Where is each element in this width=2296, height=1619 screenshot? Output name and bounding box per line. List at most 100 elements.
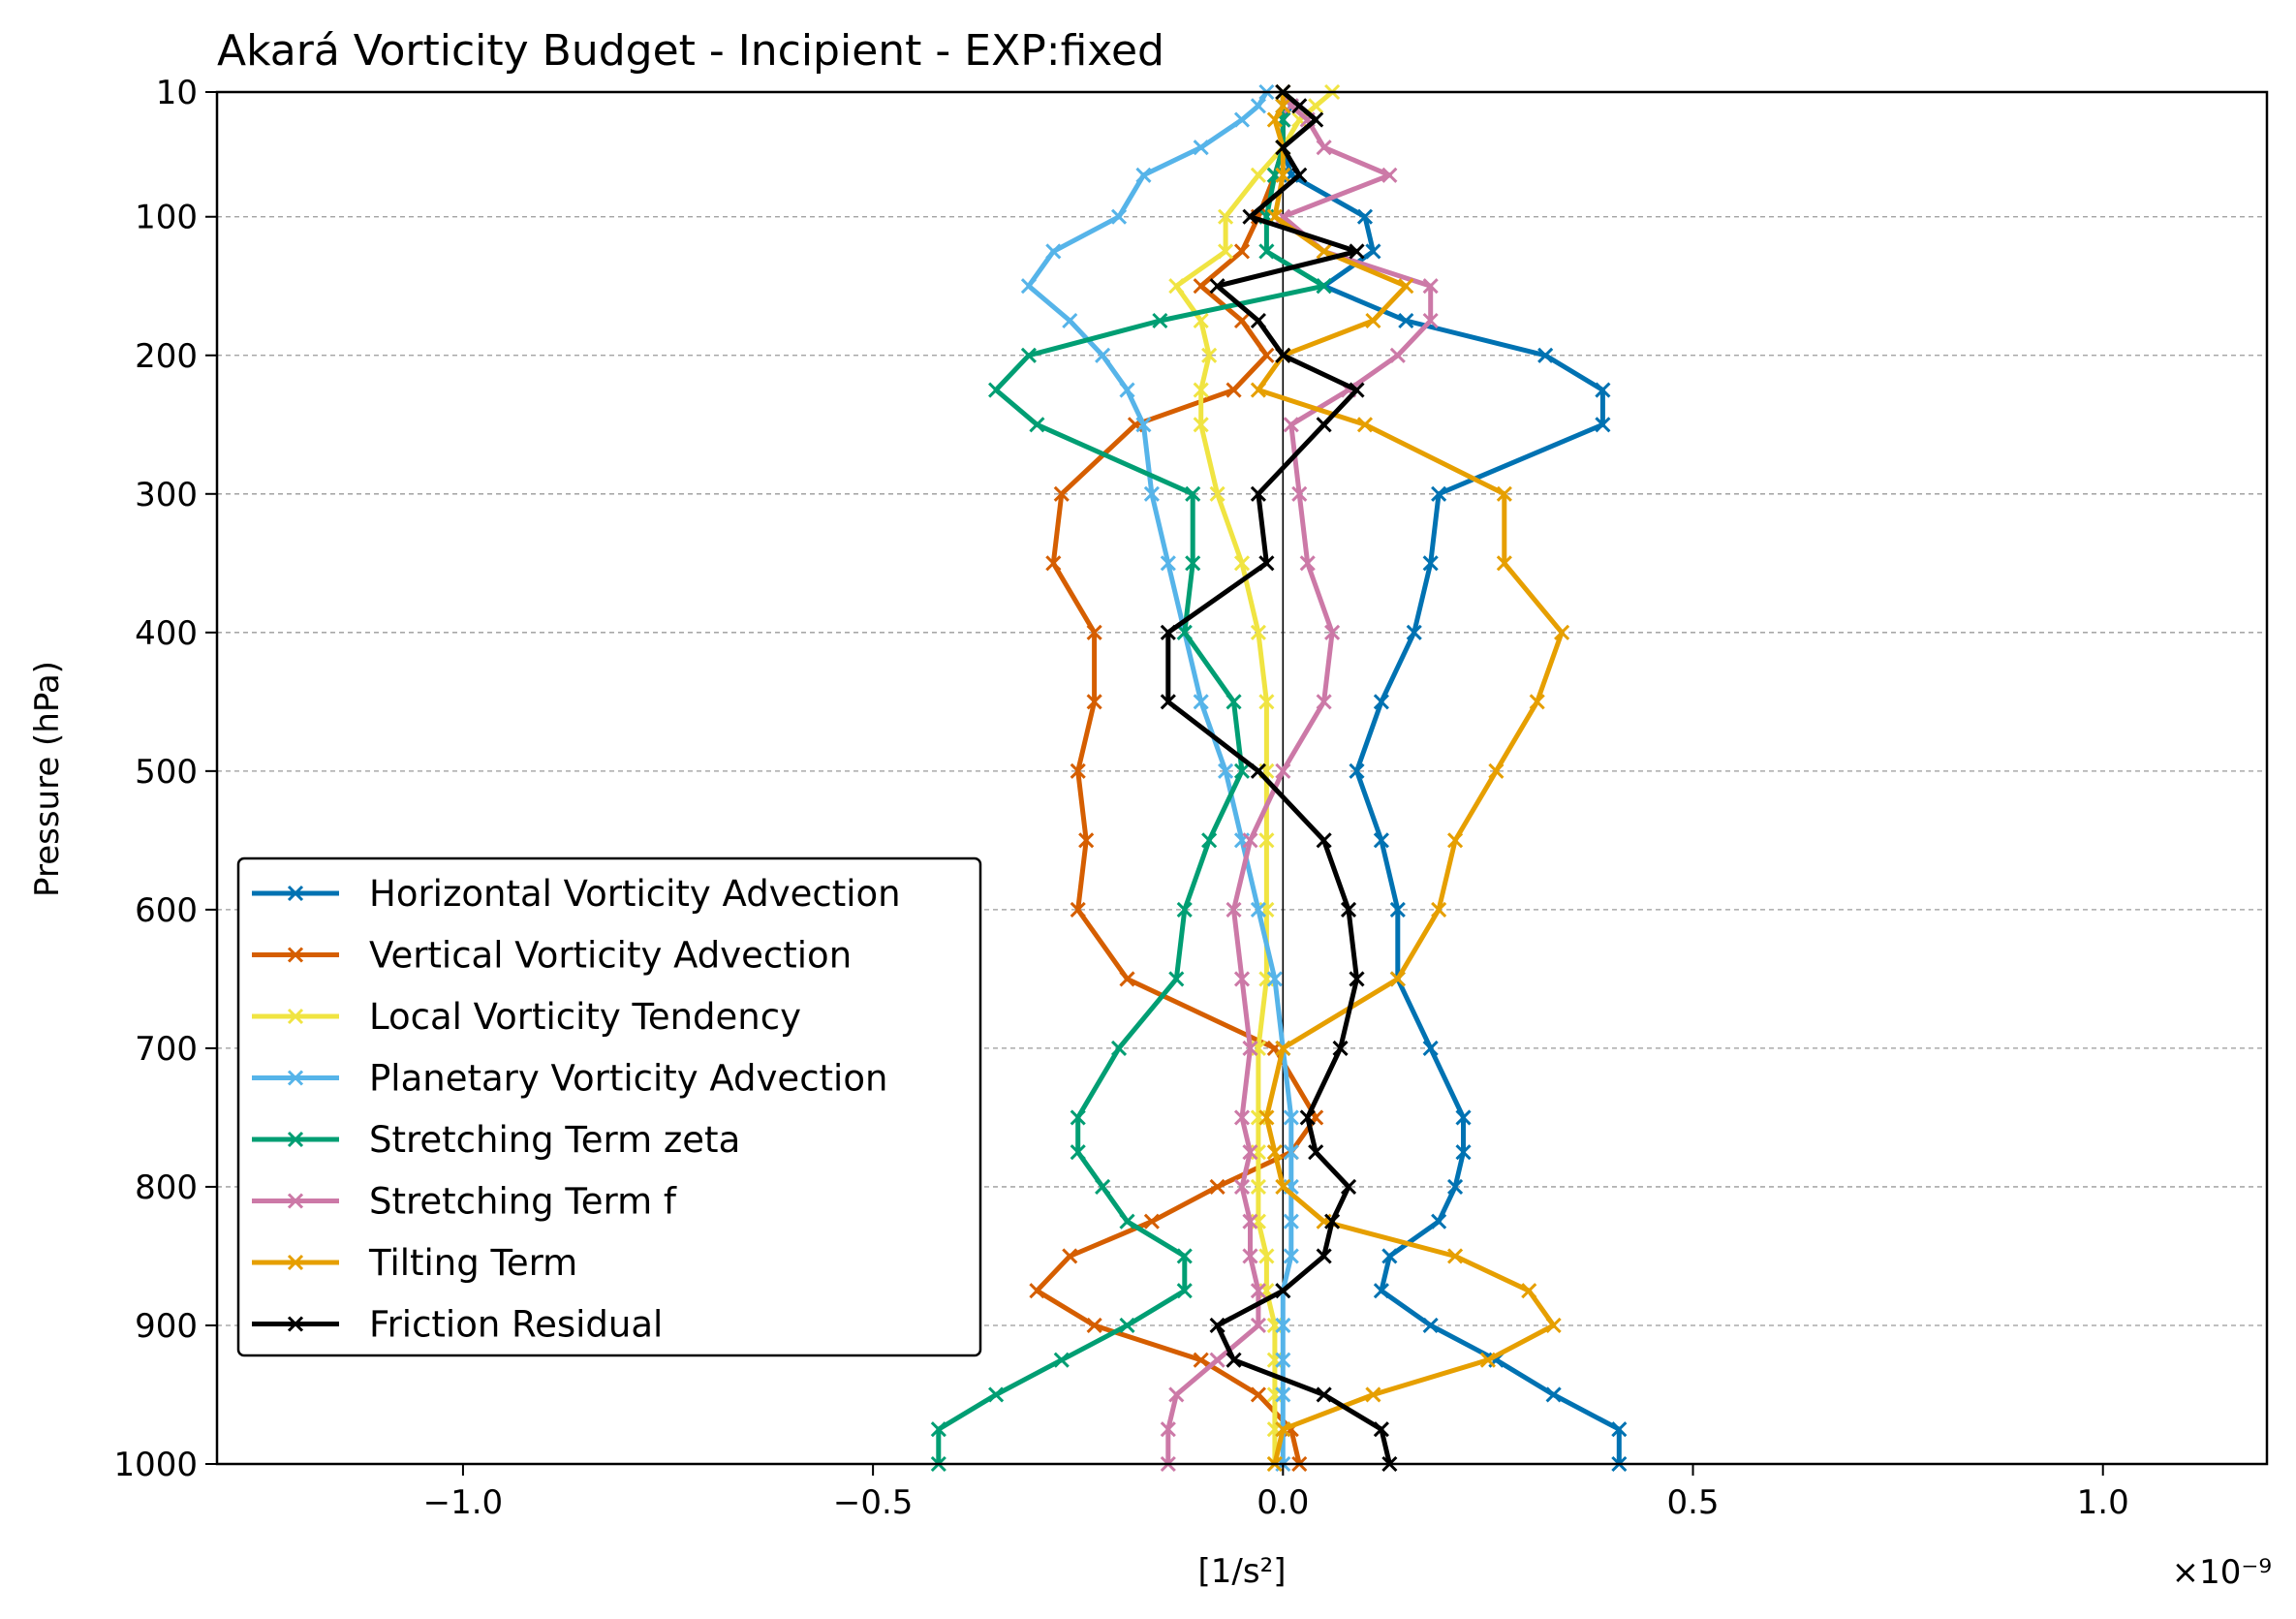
data-point — [1258, 832, 1275, 849]
data-point — [1496, 555, 1512, 572]
data-point — [1308, 98, 1324, 114]
legend-marker — [287, 1316, 304, 1332]
data-point — [1349, 382, 1365, 398]
data-point — [1455, 1144, 1472, 1161]
data-point — [1078, 832, 1095, 849]
data-point — [1176, 1283, 1193, 1299]
legend-label: Planetary Vorticity Advection — [369, 1058, 887, 1100]
series-stretching-term-zeta — [930, 83, 1332, 1473]
data-point — [1053, 1352, 1070, 1368]
data-point — [1316, 694, 1332, 710]
data-point — [1283, 1144, 1299, 1161]
data-point — [1250, 763, 1266, 779]
data-point — [1193, 694, 1209, 710]
data-point — [1496, 485, 1512, 502]
data-point — [1398, 312, 1414, 329]
data-point — [1020, 278, 1038, 295]
data-point — [1316, 832, 1332, 849]
data-point — [1422, 555, 1439, 572]
data-point — [1595, 417, 1611, 433]
data-point — [1135, 417, 1152, 433]
legend-entry: Vertical Vorticity Advection — [252, 935, 852, 977]
data-point — [1233, 555, 1251, 572]
data-point — [1275, 1386, 1291, 1403]
data-point — [1193, 278, 1209, 295]
data-point — [1218, 763, 1234, 779]
data-point — [1381, 167, 1398, 183]
data-point — [1233, 243, 1251, 260]
data-point — [1176, 624, 1193, 640]
legend-box — [236, 856, 982, 1357]
data-point — [1233, 971, 1251, 987]
legend-marker — [287, 1131, 304, 1148]
data-point — [1446, 1178, 1464, 1196]
data-point — [1373, 832, 1389, 849]
data-point — [1193, 382, 1209, 398]
data-point — [1250, 98, 1266, 114]
data-point — [1250, 1283, 1266, 1299]
data-point — [1291, 485, 1308, 502]
data-point — [1275, 1317, 1291, 1334]
y-tick-label: 500 — [135, 753, 198, 792]
data-point — [1545, 1386, 1562, 1403]
data-point — [1258, 347, 1275, 363]
x-axis-scale-label: ×10⁻⁹ — [2172, 1553, 2272, 1592]
data-point — [1070, 901, 1086, 918]
data-point — [1431, 901, 1447, 918]
data-point — [1275, 347, 1291, 363]
data-point — [1176, 1248, 1193, 1264]
legend-marker — [287, 947, 304, 963]
data-point — [1611, 1421, 1628, 1438]
data-point — [1356, 208, 1374, 225]
data-point — [1045, 243, 1062, 260]
data-point — [1479, 1352, 1496, 1368]
data-point — [1119, 382, 1135, 398]
data-point — [1340, 901, 1357, 918]
y-tick-label: 800 — [135, 1168, 198, 1207]
series-horizontal-vorticity-advection — [1275, 83, 1628, 1473]
data-point — [1226, 901, 1242, 918]
data-point — [1316, 140, 1332, 156]
data-point — [1275, 763, 1291, 779]
data-point — [1201, 832, 1218, 849]
x-tick-label: 0.0 — [1257, 1483, 1309, 1522]
data-point — [1218, 243, 1234, 260]
data-point — [1373, 1421, 1389, 1438]
data-point — [1226, 694, 1242, 710]
data-point — [1201, 347, 1218, 363]
y-tick-label: 200 — [135, 337, 198, 376]
data-point — [1283, 1109, 1299, 1126]
data-point — [1250, 1317, 1266, 1334]
data-point — [1168, 278, 1185, 295]
data-point — [1160, 1421, 1176, 1438]
data-point — [1045, 555, 1062, 572]
data-point — [1365, 312, 1381, 329]
data-point — [1554, 624, 1570, 640]
data-point — [1160, 624, 1176, 640]
data-point — [1258, 694, 1275, 710]
data-point — [1422, 1317, 1439, 1334]
legend-entry: Local Vorticity Tendency — [252, 996, 801, 1038]
data-point — [1226, 1352, 1242, 1368]
data-point — [1595, 382, 1611, 398]
data-point — [1020, 347, 1038, 363]
data-point — [1062, 312, 1078, 329]
data-point — [1340, 1178, 1357, 1196]
data-point — [1406, 624, 1422, 640]
data-point — [1070, 763, 1086, 779]
data-point — [1545, 1317, 1562, 1334]
legend-entry: Planetary Vorticity Advection — [252, 1058, 887, 1100]
legend: Horizontal Vorticity Advection Vertical V… — [236, 856, 982, 1357]
data-point — [1119, 1213, 1135, 1230]
data-point — [1242, 1144, 1258, 1161]
data-point — [1250, 1386, 1266, 1403]
legend-marker — [287, 1254, 304, 1271]
data-point — [1316, 1248, 1332, 1264]
data-point — [1365, 243, 1381, 260]
data-point — [1209, 1178, 1226, 1196]
data-point — [1324, 1213, 1341, 1230]
legend-entry: Stretching Term f — [252, 1181, 677, 1223]
data-point — [1086, 694, 1102, 710]
data-point — [1373, 1283, 1389, 1299]
